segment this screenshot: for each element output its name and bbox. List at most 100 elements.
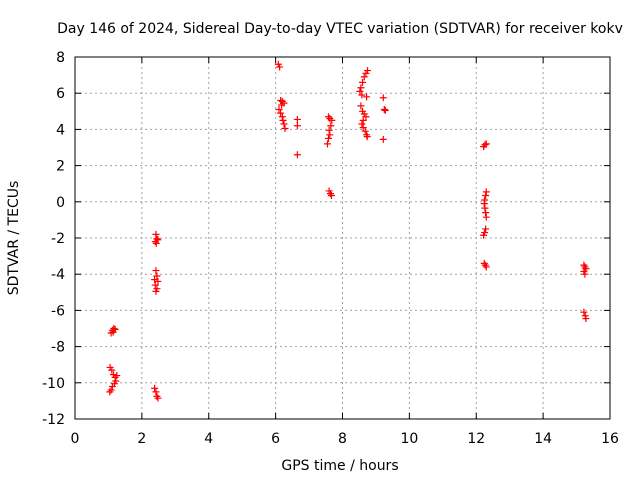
data-point-marker [362,113,370,121]
y-tick-label: 0 [56,195,65,211]
data-point-marker [278,97,286,105]
data-point-marker [154,394,162,402]
y-tick-label: 4 [56,122,65,138]
data-point-marker [277,109,285,117]
data-point-marker [279,116,287,124]
data-point-marker [293,115,301,123]
data-point-marker [360,73,368,81]
y-tick-label: -4 [51,267,65,283]
data-point-marker [324,113,332,121]
data-point-marker [293,122,301,130]
data-point-marker [108,366,116,374]
data-point-marker [293,151,301,159]
data-point-marker [357,102,365,110]
data-point-marker [280,120,288,128]
x-tick-label: 16 [601,431,619,447]
x-tick-label: 4 [204,431,213,447]
data-point-marker [152,239,160,247]
data-point-marker [152,230,160,238]
data-point-marker [151,384,159,392]
data-point-marker [326,131,334,139]
y-tick-label: -8 [51,340,65,356]
y-tick-labels: -12 -10 -8 -6 -4 -2 0 2 4 6 8 [42,50,65,428]
y-tick-label: 2 [56,159,65,175]
x-tick-label: 14 [534,431,552,447]
data-point-marker [364,67,372,75]
data-point-marker [381,106,389,114]
data-point-marker [152,287,160,295]
data-point-marker [482,191,490,199]
x-tick-label: 8 [338,431,347,447]
data-point-marker [359,116,367,124]
data-point-marker [275,105,283,113]
x-axis-label: GPS time / hours [281,458,398,474]
data-point-marker [108,382,116,390]
data-point-marker [327,122,335,130]
x-tick-label: 6 [271,431,280,447]
data-point-marker [325,126,333,134]
data-point-marker [278,101,286,109]
data-points [106,60,590,402]
data-point-marker [581,263,589,271]
y-tick-label: 8 [56,50,65,66]
x-tick-label: 2 [137,431,146,447]
data-point-marker [379,135,387,143]
data-point-marker [580,308,588,316]
data-point-marker [363,93,371,101]
data-point-marker [358,91,366,99]
y-tick-label: -6 [51,303,65,319]
grid-lines [75,57,610,419]
data-point-marker [481,261,489,269]
data-point-marker [278,113,286,121]
data-point-marker [481,141,489,149]
data-point-marker [358,120,366,128]
y-tick-label: -12 [42,412,65,428]
data-point-marker [482,140,490,148]
data-point-marker [482,263,490,271]
data-point-marker [482,209,490,217]
data-point-marker [482,188,490,196]
data-point-marker [154,236,162,244]
data-point-marker [380,105,388,113]
data-point-marker [152,267,160,275]
data-point-marker [324,134,332,142]
data-point-marker [109,328,117,336]
data-point-marker [379,94,387,102]
axis-ticks [74,56,611,420]
data-point-marker [357,84,365,92]
data-point-marker [154,277,162,285]
data-point-marker [480,231,488,239]
data-point-marker [281,124,289,132]
data-point-marker [363,133,371,141]
y-tick-label: -2 [51,231,65,247]
data-point-marker [107,386,115,394]
data-point-marker [581,270,589,278]
data-point-marker [151,281,159,289]
data-point-marker [482,213,490,221]
data-point-marker [482,225,490,233]
data-point-marker [328,116,336,124]
data-point-marker [106,388,114,396]
data-point-marker [582,315,590,323]
data-point-marker [110,325,118,332]
data-point-marker [153,272,161,280]
data-point-marker [153,392,161,400]
data-point-marker [113,372,121,380]
x-tick-labels: 0 2 4 6 8 10 12 14 16 [71,431,619,447]
y-axis-label: SDTVAR / TECUs [6,181,22,296]
data-point-marker [480,200,488,208]
data-point-marker [276,63,284,71]
data-point-marker [359,124,367,132]
x-tick-label: 0 [71,431,80,447]
data-point-marker [327,191,335,199]
data-point-marker [361,127,369,135]
chart-title: Day 146 of 2024, Sidereal Day-to-day VTE… [57,21,623,37]
y-tick-label: -10 [42,376,65,392]
data-point-marker [359,78,367,86]
data-point-marker [152,388,160,396]
data-point-marker [356,87,364,95]
x-tick-label: 10 [400,431,418,447]
data-point-marker [363,131,371,139]
x-tick-label: 12 [467,431,485,447]
